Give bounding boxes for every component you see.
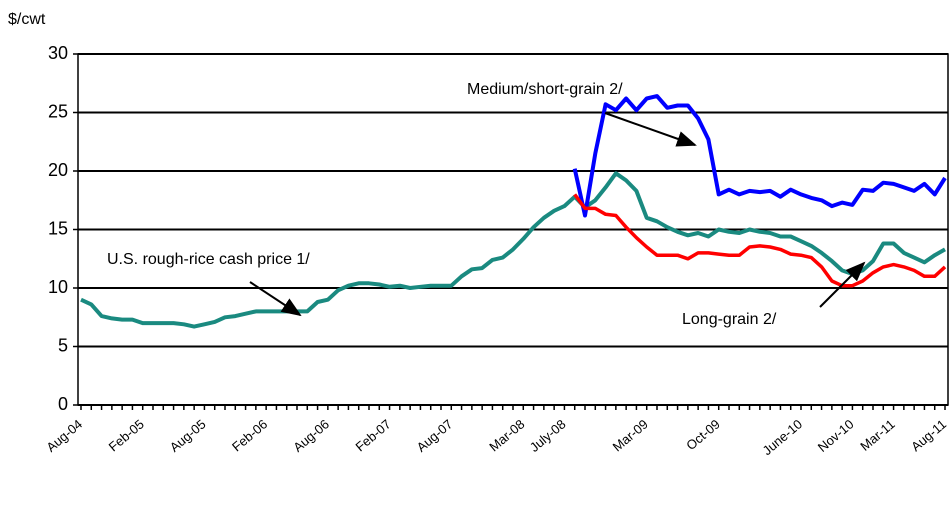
y-tick-label: 25 bbox=[48, 101, 68, 121]
x-tick-label: Feb-05 bbox=[106, 416, 147, 454]
x-tick-label: Mar-11 bbox=[857, 416, 897, 453]
x-tick-label: Feb-06 bbox=[229, 416, 270, 454]
y-tick-label: 20 bbox=[48, 160, 68, 180]
annotation-arrow bbox=[604, 112, 697, 147]
series-line bbox=[572, 94, 947, 218]
annotation-arrow bbox=[819, 261, 866, 308]
x-tick-label: Oct-09 bbox=[683, 416, 723, 453]
x-tick-label: Feb-07 bbox=[353, 416, 394, 454]
x-tick-label: Aug-04 bbox=[43, 416, 85, 454]
y-tick-label: 10 bbox=[48, 277, 68, 297]
x-tick-label: Aug-07 bbox=[414, 416, 456, 454]
x-tick-label: Aug-11 bbox=[908, 416, 949, 454]
x-tick-label: Aug-06 bbox=[290, 416, 332, 454]
annotation-arrow bbox=[249, 281, 302, 317]
y-tick-label: 30 bbox=[48, 43, 68, 63]
series-line bbox=[80, 171, 946, 329]
series-line bbox=[573, 193, 947, 288]
y-tick-label: 15 bbox=[48, 218, 68, 238]
annotation: U.S. rough-rice cash price 1/ bbox=[107, 251, 310, 268]
y-tick-label: 0 bbox=[58, 394, 68, 414]
x-tick-label: June-10 bbox=[760, 416, 806, 458]
annotation: Medium/short-grain 2/ bbox=[467, 81, 623, 98]
annotation: Long-grain 2/ bbox=[682, 311, 777, 328]
x-tick-label: July-08 bbox=[527, 416, 569, 454]
y-tick-label: 5 bbox=[58, 335, 68, 355]
x-tick-label: Mar-08 bbox=[486, 416, 527, 454]
x-tick-label: Aug-05 bbox=[167, 416, 209, 454]
y-axis-label: $/cwt bbox=[8, 11, 46, 28]
x-tick-label: Nov-10 bbox=[815, 416, 857, 454]
x-tick-label: Mar-09 bbox=[610, 416, 651, 454]
